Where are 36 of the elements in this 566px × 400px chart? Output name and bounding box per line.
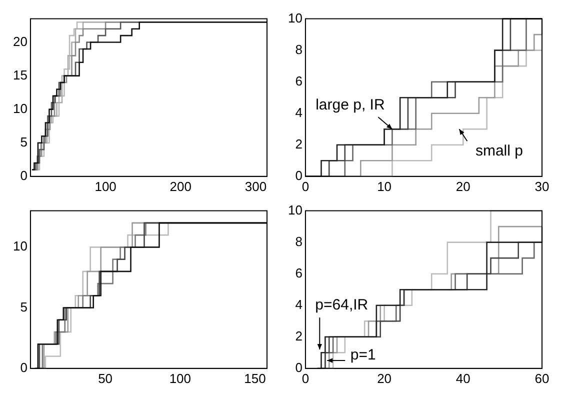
- y-tick-label: 15: [12, 67, 28, 82]
- annotation: small p: [475, 142, 523, 160]
- y-tick-label: 4: [295, 296, 302, 312]
- y-tick-label: 20: [12, 34, 28, 49]
- y-tick-label: 6: [295, 265, 302, 280]
- x-tick-label: 20: [377, 370, 392, 386]
- y-tick-label: 10: [288, 202, 302, 218]
- y-tick-label: 5: [20, 299, 28, 314]
- x-tick-label: 60: [534, 370, 550, 386]
- y-tick-label: 10: [12, 238, 28, 254]
- y-tick-label: 0: [295, 168, 302, 183]
- y-tick-label: 0: [295, 360, 302, 375]
- y-tick-label: 10: [288, 10, 302, 26]
- y-tick-label: 0: [20, 360, 28, 375]
- x-tick-label: 150: [244, 370, 266, 386]
- annotation: p=64,IR: [315, 296, 368, 314]
- x-tick-label: 10: [377, 178, 392, 194]
- y-tick-label: 2: [295, 136, 302, 152]
- y-tick-label: 0: [20, 168, 28, 183]
- annotation: large p, IR: [316, 96, 385, 114]
- y-tick-label: 4: [295, 104, 302, 120]
- y-tick-label: 8: [295, 234, 302, 249]
- x-tick-label: 300: [244, 178, 267, 194]
- x-tick-label: 50: [98, 370, 113, 386]
- x-tick-label: 40: [456, 370, 470, 386]
- x-tick-label: 100: [94, 178, 116, 194]
- x-tick-label: 30: [534, 178, 550, 194]
- annotation: p=1: [350, 346, 376, 364]
- x-tick-label: 20: [456, 178, 470, 194]
- y-tick-label: 2: [295, 328, 302, 344]
- y-tick-label: 8: [295, 42, 302, 57]
- x-tick-label: 200: [170, 178, 192, 194]
- y-tick-label: 6: [295, 73, 302, 88]
- y-tick-label: 5: [20, 134, 28, 150]
- x-tick-label: 100: [169, 370, 192, 386]
- y-tick-label: 10: [12, 100, 28, 116]
